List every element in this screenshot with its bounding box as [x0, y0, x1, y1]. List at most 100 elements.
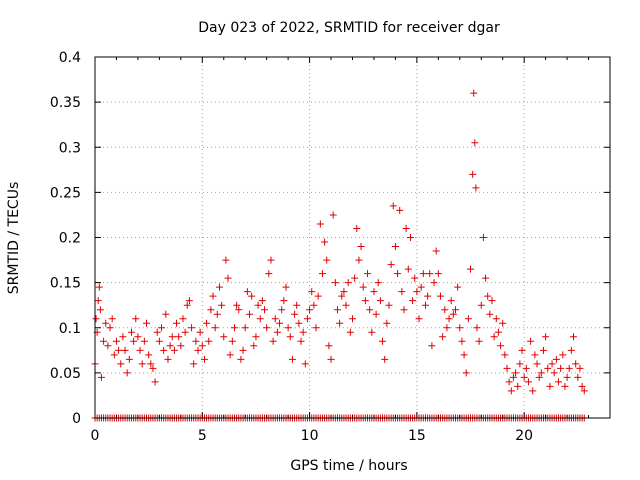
- data-point: [224, 274, 232, 282]
- y-tick-label: 0.15: [50, 276, 81, 292]
- data-point: [175, 333, 183, 341]
- data-point: [140, 337, 148, 345]
- data-point: [243, 288, 251, 296]
- data-point: [297, 337, 305, 345]
- data-point: [430, 279, 438, 287]
- data-point: [276, 319, 284, 327]
- data-point: [327, 355, 335, 363]
- data-point: [381, 355, 389, 363]
- y-tick-label: 0.25: [50, 185, 81, 201]
- data-point: [574, 373, 582, 381]
- data-point: [424, 292, 432, 300]
- data-point: [333, 306, 341, 314]
- data-point: [364, 270, 372, 278]
- data-point: [470, 89, 478, 97]
- data-point: [170, 346, 178, 354]
- data-point: [572, 360, 580, 368]
- data-point: [286, 333, 294, 341]
- y-tick-label: 0.3: [59, 140, 81, 156]
- data-point: [134, 333, 142, 341]
- data-point: [342, 301, 350, 309]
- data-point: [188, 324, 196, 332]
- data-point: [415, 315, 423, 323]
- data-point: [269, 337, 277, 345]
- data-point: [209, 292, 217, 300]
- x-tick-label: 20: [515, 428, 533, 444]
- data-point: [353, 224, 361, 232]
- data-point: [196, 328, 204, 336]
- data-point: [439, 333, 447, 341]
- data-point: [218, 301, 226, 309]
- data-point: [542, 333, 550, 341]
- data-point: [168, 333, 176, 341]
- data-point: [477, 301, 485, 309]
- data-points: [91, 89, 588, 422]
- data-point: [533, 360, 541, 368]
- data-point: [357, 243, 365, 251]
- data-point: [241, 324, 249, 332]
- data-point: [230, 324, 238, 332]
- data-point: [228, 337, 236, 345]
- data-point: [108, 315, 116, 323]
- data-point: [452, 306, 459, 314]
- data-point: [548, 360, 556, 368]
- data-point: [368, 328, 376, 336]
- data-point: [211, 324, 219, 332]
- tick-labels: 0 0.05 0.1 0.15 0.2 0.25 0.3 0.35 0.4 0 5 10 15 20: [50, 50, 533, 444]
- data-point: [346, 328, 354, 336]
- data-point: [203, 319, 211, 327]
- data-point: [233, 301, 241, 309]
- data-point: [181, 328, 189, 336]
- data-point: [546, 382, 554, 390]
- data-point: [385, 301, 393, 309]
- data-point: [434, 270, 442, 278]
- data-point: [306, 306, 314, 314]
- data-point: [417, 283, 425, 291]
- data-point: [331, 279, 339, 287]
- data-point: [522, 364, 530, 372]
- data-point: [158, 324, 166, 332]
- data-point: [190, 360, 198, 368]
- data-point: [527, 337, 535, 345]
- data-point: [198, 342, 206, 350]
- data-point: [578, 382, 586, 390]
- x-axis-label: GPS time / hours: [290, 458, 407, 474]
- data-point: [97, 373, 105, 381]
- data-point: [282, 283, 290, 291]
- data-point: [512, 369, 520, 377]
- data-point: [220, 333, 228, 341]
- data-point: [535, 373, 543, 381]
- data-point: [110, 351, 118, 359]
- data-point: [473, 324, 481, 332]
- data-point: [155, 337, 163, 345]
- data-point: [552, 355, 560, 363]
- data-point: [226, 351, 234, 359]
- data-point: [443, 324, 451, 332]
- data-point: [115, 346, 123, 354]
- x-tick-label: 0: [91, 428, 100, 444]
- data-point: [95, 283, 103, 291]
- data-point: [454, 283, 462, 291]
- data-point: [349, 315, 356, 323]
- data-point: [501, 351, 509, 359]
- data-point: [518, 346, 526, 354]
- data-point: [449, 310, 457, 318]
- data-point: [436, 292, 444, 300]
- y-tick-label: 0.4: [59, 50, 81, 66]
- data-point: [361, 297, 369, 305]
- data-point: [550, 369, 558, 377]
- data-point: [387, 261, 395, 269]
- data-point: [507, 387, 515, 395]
- data-point: [96, 306, 104, 314]
- data-point: [143, 319, 150, 327]
- data-point: [213, 310, 221, 318]
- data-point: [291, 310, 299, 318]
- data-point: [484, 292, 492, 300]
- data-point: [121, 346, 129, 354]
- data-point: [565, 364, 573, 372]
- x-tick-label: 5: [198, 428, 207, 444]
- data-point: [263, 324, 271, 332]
- data-point: [138, 360, 146, 368]
- data-point: [314, 292, 322, 300]
- data-point: [537, 369, 545, 377]
